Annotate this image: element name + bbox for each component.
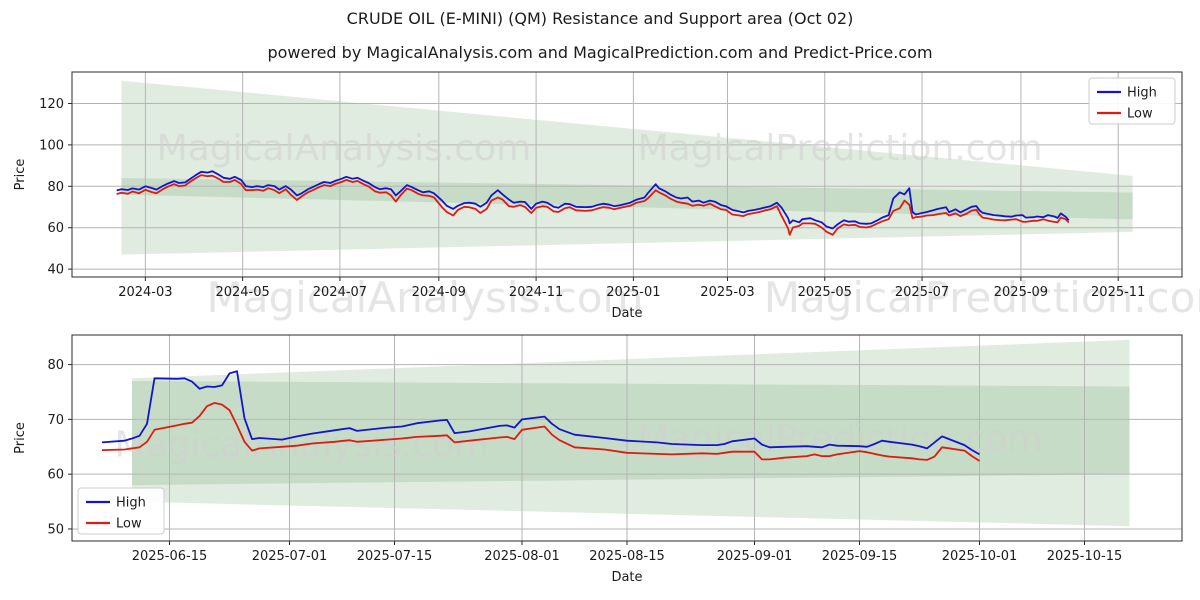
legend-high-label: High — [116, 496, 146, 511]
band-polygon — [121, 80, 1133, 220]
x-axis-label: Date — [611, 570, 642, 585]
legend-low-label: Low — [116, 517, 142, 532]
watermark-text: MagicalPrediction.com — [638, 128, 1043, 169]
watermark-text: MagicalAnalysis.com — [157, 128, 531, 169]
low-line — [116, 174, 1070, 236]
watermark-text: MagicalPrediction.com — [764, 273, 1200, 322]
x-tick-label: 2024-03 — [118, 285, 172, 300]
band-polygon — [121, 178, 1133, 255]
y-tick-label: 60 — [47, 221, 64, 236]
y-tick-label: 100 — [39, 138, 64, 153]
legend-low-label: Low — [1127, 107, 1153, 122]
legend-high-label: High — [1127, 86, 1157, 101]
gridlines — [72, 72, 1182, 277]
y-tick-label: 40 — [47, 263, 64, 278]
x-tick-label: 2025-09 — [994, 285, 1048, 300]
y-tick-label: 60 — [47, 468, 64, 483]
support-resistance-bands — [121, 80, 1133, 255]
y-tick-label: 70 — [47, 413, 64, 428]
x-tick-label: 2025-11 — [1091, 285, 1145, 300]
x-tick-label: 2025-08-01 — [484, 549, 560, 564]
high-line — [116, 170, 1070, 230]
gridlines — [72, 335, 1182, 541]
x-tick-label: 2025-09-15 — [822, 549, 898, 564]
x-tick-label: 2025-05 — [798, 285, 852, 300]
x-tick-label: 2025-08-15 — [589, 549, 665, 564]
legend: High Low — [77, 487, 165, 535]
figure-title: CRUDE OIL (E-MINI) (QM) Resistance and S… — [346, 9, 854, 28]
y-tick-label: 50 — [47, 522, 64, 537]
x-tick-label: 2024-11 — [509, 285, 563, 300]
x-tick-label: 2025-09-01 — [717, 549, 793, 564]
y-axis-label: Price — [13, 422, 28, 454]
x-tick-label: 2024-09 — [412, 285, 466, 300]
y-axis-label: Price — [13, 159, 28, 191]
x-tick-label: 2025-03 — [700, 285, 754, 300]
low-line — [101, 402, 980, 462]
x-tick-label: 2025-07 — [895, 285, 949, 300]
x-tick-label: 2025-10-01 — [942, 549, 1018, 564]
high-line — [101, 370, 980, 456]
bottom-chart: MagicalAnalysis.com MagicalPrediction.com… — [13, 334, 1183, 585]
x-tick-label: 2025-10-15 — [1047, 549, 1123, 564]
x-tick-label: 2025-07-15 — [357, 549, 433, 564]
figure-subtitle: powered by MagicalAnalysis.com and Magic… — [267, 43, 933, 62]
x-tick-label: 2025-01 — [606, 285, 660, 300]
y-tick-label: 80 — [47, 358, 64, 373]
top-chart: MagicalAnalysis.com MagicalPrediction.com… — [13, 71, 1200, 322]
axes-border — [71, 71, 1183, 278]
x-tick-label: 2025-06-15 — [132, 549, 208, 564]
x-tick-label: 2024-07 — [313, 285, 367, 300]
watermark-text: MagicalAnalysis.com — [207, 273, 644, 322]
x-axis-label: Date — [611, 306, 642, 321]
legend: High Low — [1088, 77, 1176, 125]
y-tick-label: 120 — [39, 97, 64, 112]
y-tick-label: 80 — [47, 180, 64, 195]
x-tick-label: 2025-07-01 — [252, 549, 328, 564]
band-polygon — [132, 339, 1130, 486]
x-tick-label: 2024-05 — [215, 285, 269, 300]
